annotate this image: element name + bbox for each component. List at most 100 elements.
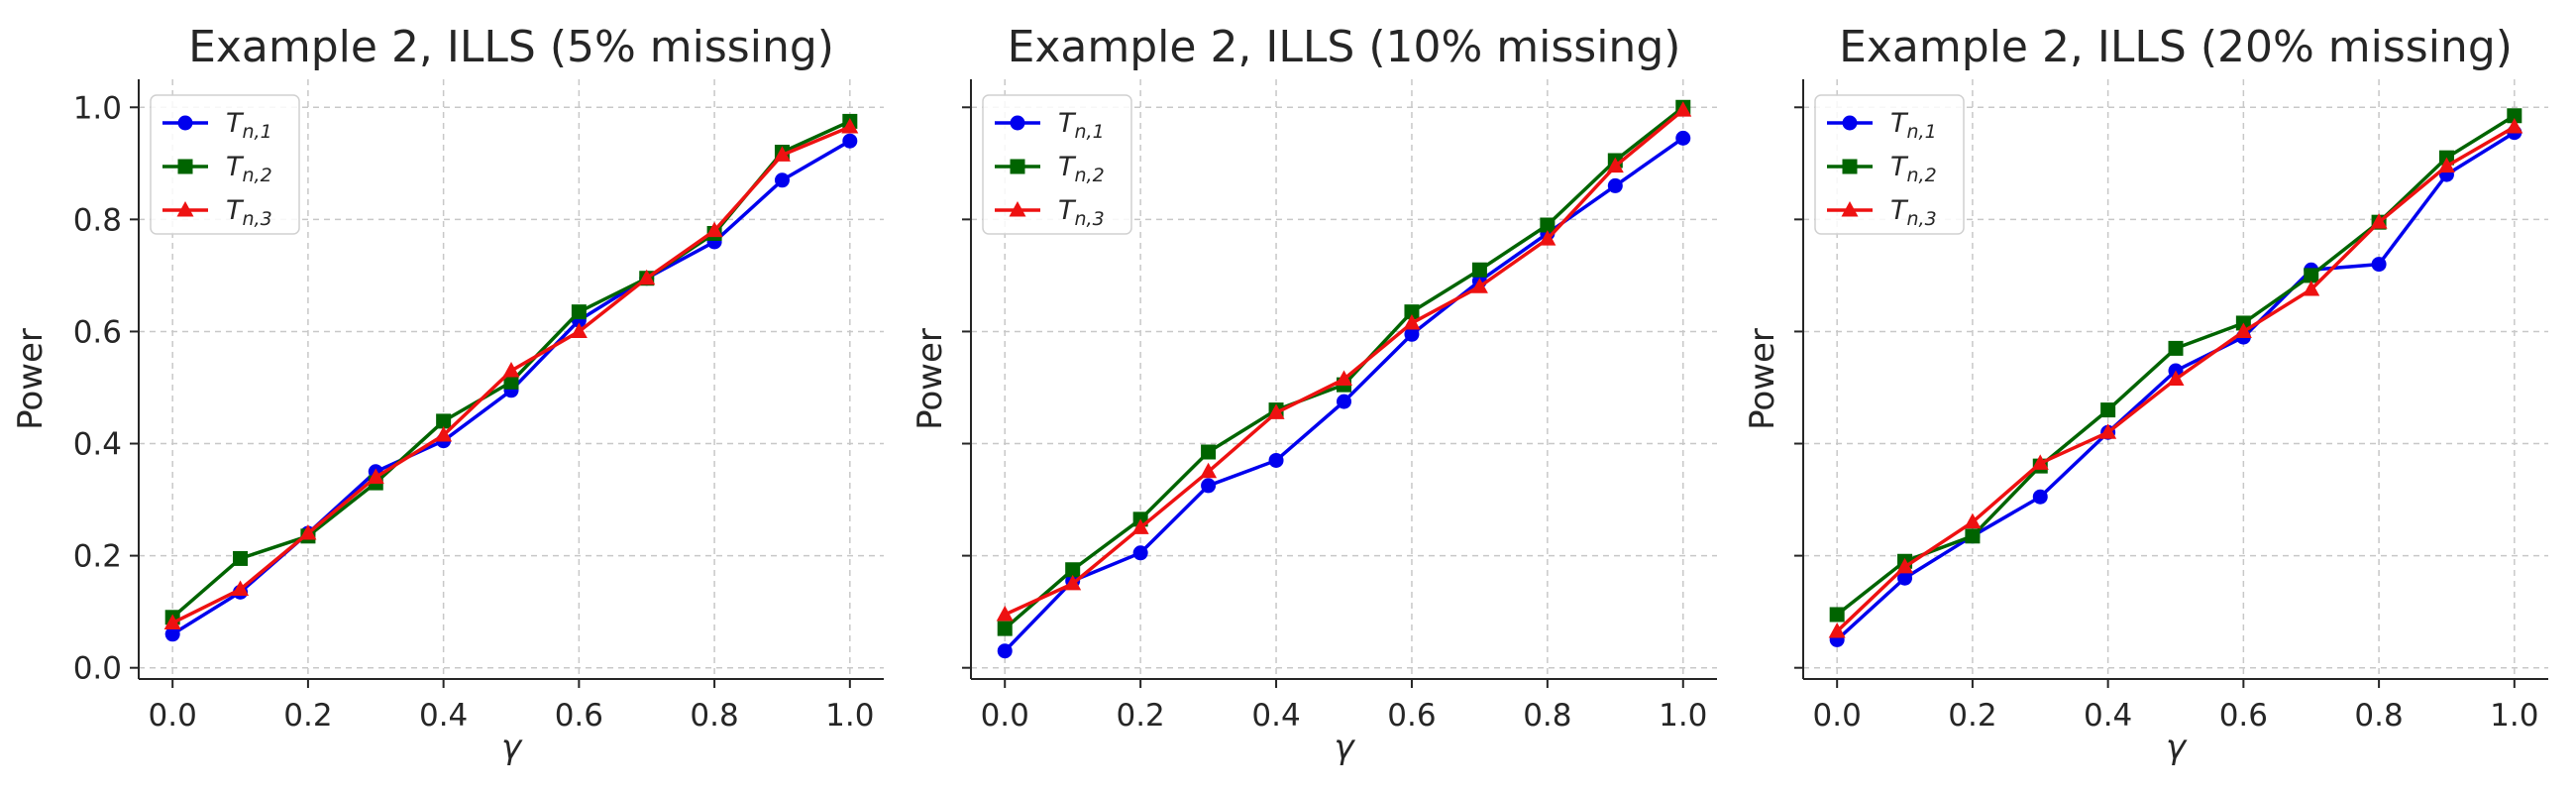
legend-label: Tn,1 [1058, 108, 1105, 143]
legend-label: Tn,2 [1058, 152, 1105, 186]
x-axis-label: γ [2166, 728, 2188, 767]
chart-panel-2: 0.0 0.2 0.4 0.6 0.8 1.0 Example 2, ILLS (10% m… [911, 22, 1717, 767]
data-point [1131, 518, 1149, 534]
x-tick-label: 0.8 [2354, 698, 2403, 734]
data-point [1201, 478, 1217, 494]
data-point [2507, 108, 2522, 124]
x-tick-label: 0.8 [1523, 698, 1571, 734]
data-point [502, 362, 520, 378]
data-point [1470, 278, 1488, 293]
data-point [1674, 101, 1692, 117]
legend-box [1814, 94, 1965, 235]
data-point [163, 614, 181, 629]
x-tick-label: 0.0 [1813, 698, 1862, 734]
legend-label: Tn,3 [1058, 195, 1105, 230]
legend: Tn,1 Tn,2 Tn,3 [150, 94, 300, 235]
data-point [2303, 281, 2320, 296]
x-tick-label: 0.2 [1116, 698, 1164, 734]
legend: Tn,1 Tn,2 Tn,3 [1814, 94, 1965, 235]
data-point [436, 413, 452, 429]
x-tick-label: 0.4 [1251, 698, 1300, 734]
data-point [1132, 545, 1148, 561]
data-point [1404, 304, 1420, 320]
data-point [1200, 462, 1218, 479]
y-tick-label: 0.8 [73, 202, 122, 238]
data-point [2371, 257, 2387, 273]
chart-title: Example 2, ILLS (20% missing) [1839, 22, 2513, 72]
data-point [705, 221, 723, 238]
data-point [367, 468, 384, 484]
data-point [570, 322, 588, 338]
data-point [1828, 622, 1846, 638]
legend-label: Tn,1 [1890, 108, 1937, 143]
data-point [996, 605, 1014, 622]
x-tick-label: 0.4 [419, 698, 468, 734]
data-point [2437, 157, 2455, 173]
data-point [2167, 370, 2185, 386]
data-point [1009, 201, 1026, 217]
series-n-3 [996, 101, 1692, 622]
data-point [299, 523, 317, 540]
y-tick-label: 1.0 [73, 90, 122, 126]
data-point [2168, 340, 2184, 356]
x-tick-label: 0.8 [690, 698, 738, 734]
data-point [2506, 118, 2523, 134]
series-n-3 [1828, 118, 2523, 638]
x-axis-label: γ [501, 728, 523, 767]
data-point [1842, 159, 1858, 174]
series-n-3 [163, 118, 859, 629]
legend-label: Tn,3 [1890, 195, 1937, 230]
data-point [2304, 268, 2319, 283]
x-tick-label: 0.0 [981, 698, 1029, 734]
y-axis-label: Power [911, 328, 950, 430]
data-point [773, 146, 791, 162]
data-point [1897, 570, 1913, 586]
legend-label: Tn,1 [226, 108, 272, 143]
x-axis-label: γ [1334, 728, 1355, 767]
data-point [2100, 402, 2116, 418]
data-point [1267, 403, 1285, 419]
data-point [164, 626, 180, 642]
data-point [2099, 423, 2117, 439]
x-tick-label: 0.6 [555, 698, 603, 734]
data-point [2234, 322, 2252, 338]
legend-label: Tn,3 [226, 195, 272, 230]
data-point [1337, 394, 1351, 409]
y-tick-label: 0.6 [73, 314, 122, 350]
chart-title: Example 2, ILLS (10% missing) [1008, 22, 1681, 72]
data-point [503, 374, 519, 390]
chart-panel-1: 0.0 0.2 0.4 0.6 0.8 1.0 0.0 0.2 0.4 0.6 0.8 1.0 Exam… [11, 22, 884, 767]
data-point [1964, 512, 1982, 529]
data-point [638, 269, 656, 285]
data-point [1201, 444, 1217, 460]
data-point [1268, 452, 1284, 468]
data-point [1896, 557, 1914, 574]
data-point [435, 426, 453, 442]
y-tick-label: 0.0 [73, 651, 122, 687]
data-point [997, 621, 1013, 636]
data-point [1010, 115, 1025, 131]
y-tick-label: 0.2 [73, 539, 122, 575]
data-point [1841, 201, 1859, 217]
data-point [1607, 177, 1623, 193]
legend-label: Tn,2 [1890, 152, 1937, 186]
legend-box [150, 94, 300, 235]
x-tick-label: 1.0 [1659, 698, 1707, 734]
data-point [774, 172, 790, 188]
data-point [1539, 230, 1556, 246]
data-point [842, 133, 858, 149]
data-point [2370, 213, 2388, 229]
data-point [1065, 562, 1081, 578]
data-point [1064, 574, 1082, 591]
legend: Tn,1 Tn,2 Tn,3 [982, 94, 1132, 235]
data-point [1403, 313, 1421, 330]
x-tick-label: 1.0 [2490, 698, 2538, 734]
data-point [1965, 528, 1981, 544]
x-tick-label: 0.4 [2084, 698, 2132, 734]
x-tick-label: 0.6 [2219, 698, 2268, 734]
legend-box [982, 94, 1132, 235]
data-point [177, 115, 193, 131]
data-point [2031, 454, 2049, 470]
data-point [1675, 130, 1691, 146]
